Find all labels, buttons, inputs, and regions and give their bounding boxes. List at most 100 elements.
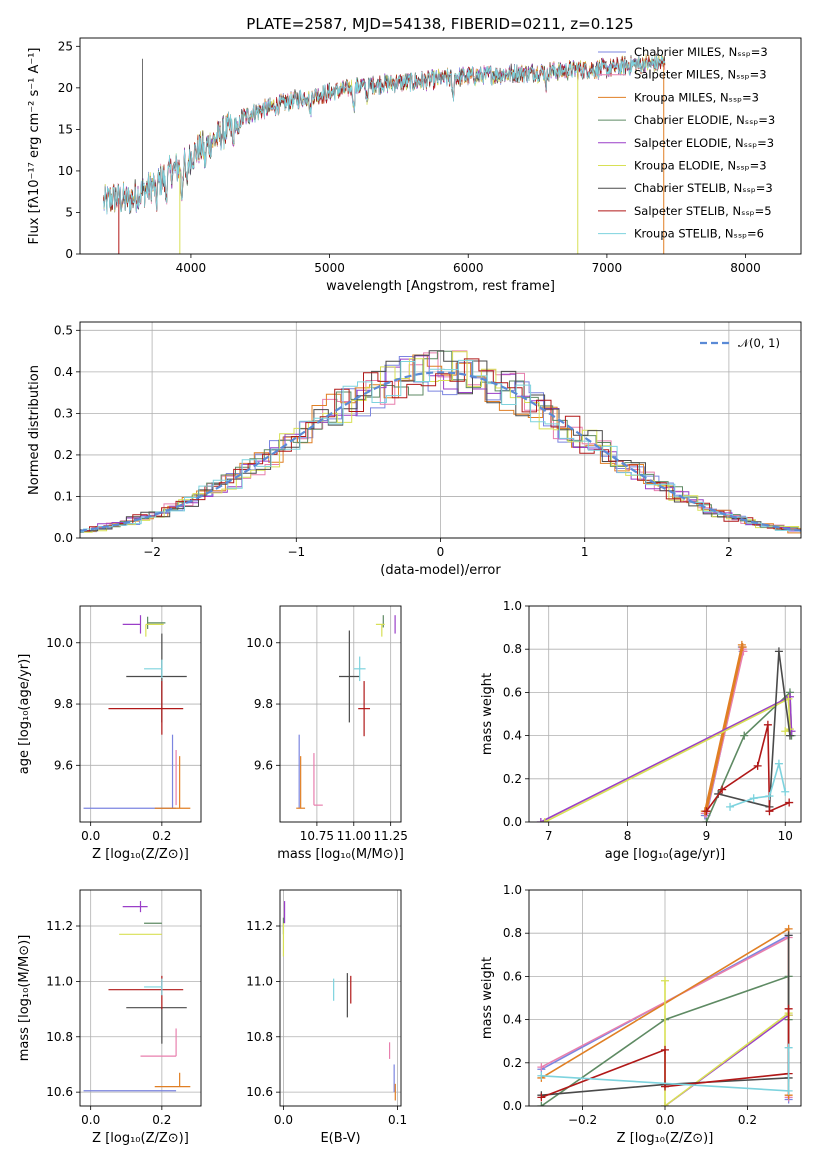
- legend-label: Chabrier MILES, Nₛₛₚ=3: [634, 45, 768, 59]
- y-tick-label: 0.6: [503, 969, 522, 983]
- y-tick-label: 15: [58, 122, 73, 136]
- x-tick-label: 9: [703, 829, 711, 843]
- y-tick-label: 10.0: [46, 636, 73, 650]
- y-axis-label: Normed distribution: [27, 365, 42, 495]
- weight-marker: [784, 1086, 793, 1095]
- legend-label: Salpeter ELODIE, Nₛₛₚ=3: [634, 136, 774, 150]
- weight-marker: [726, 802, 735, 811]
- weight-marker: [537, 1102, 546, 1106]
- weight-line: [544, 697, 791, 822]
- y-tick-label: 10: [58, 164, 73, 178]
- x-tick-label: 0.2: [152, 1113, 171, 1127]
- spectrum-line: [103, 53, 666, 214]
- x-tick-label: 11.00: [337, 829, 371, 843]
- age-vs-Z-marks: [83, 615, 191, 809]
- weight-marker: [536, 818, 545, 822]
- y-tick-label: 0.8: [503, 642, 522, 656]
- x-axis-label: (data-model)/error: [380, 563, 501, 578]
- y-tick-label: 10.6: [46, 1085, 73, 1099]
- weight-marker: [740, 731, 749, 740]
- x-axis-label: E(B-V): [320, 1131, 360, 1146]
- y-tick-label: 0.3: [54, 406, 73, 420]
- weight-marker: [702, 818, 711, 822]
- weight-marker: [763, 720, 772, 729]
- axes-frame: [79, 37, 802, 255]
- weight-marker: [702, 807, 711, 816]
- mass-weight-vs-age-marks: [536, 640, 796, 822]
- y-tick-label: 11.0: [46, 974, 73, 988]
- residuals-panel: −2 −1 0 1 2 0.0 0.1 0.2 0.3 0.4 0.5 (data-model)/er…: [27, 321, 802, 578]
- gaussian-curve: [80, 371, 801, 532]
- y-tick-label: 0.0: [503, 1099, 522, 1113]
- y-tick-label: 11.0: [246, 974, 273, 988]
- y-axis-label: mass weight: [480, 673, 495, 755]
- mass-vs-EBV-panel: 0.0 0.1 10.6 10.8 11.0 11.2 E(B-V): [246, 889, 407, 1146]
- legend-label: Chabrier ELODIE, Nₛₛₚ=3: [634, 113, 775, 127]
- axes-frame: [279, 605, 402, 823]
- weight-marker: [765, 807, 774, 816]
- y-tick-label: 9.8: [54, 697, 73, 711]
- y-tick-label: 0.4: [503, 729, 522, 743]
- y-axis-label: mass weight: [480, 957, 495, 1039]
- axes-frame: [279, 889, 402, 1107]
- mass-weight-vs-Z-panel: −0.2 0.0 0.2 0.0 0.2 0.4 0.6 0.8 1.0 Z [log₁₀(Z/Z…: [480, 883, 802, 1146]
- mass-weight-vs-Z-marks: [537, 924, 793, 1106]
- x-tick-label: 1: [581, 545, 589, 559]
- axes-frame: [79, 889, 202, 1107]
- histogram-step: [80, 350, 801, 533]
- y-axis-label: mass [log₁₀(M/M⊙)]: [17, 935, 32, 1062]
- weight-line: [718, 651, 791, 808]
- x-tick-label: 8000: [730, 261, 761, 275]
- weight-marker: [661, 976, 669, 985]
- y-tick-label: 5: [65, 205, 73, 219]
- weight-marker: [765, 792, 774, 801]
- x-tick-label: 2: [725, 545, 733, 559]
- x-tick-label: 10: [778, 829, 793, 843]
- y-tick-label: 0.2: [503, 1056, 522, 1070]
- spectrum-panel: 4000 5000 6000 7000 8000 0 5 10 15 20 25 wavelength…: [27, 37, 802, 294]
- x-axis-label: Z [log₁₀(Z/Z⊙)]: [92, 1131, 189, 1146]
- legend-label: Salpeter MILES, Nₛₛₚ=3: [634, 68, 767, 82]
- x-tick-label: 0.1: [388, 1113, 407, 1127]
- mass-weight-vs-age-panel: 7 8 9 10 0.0 0.2 0.4 0.6 0.8 1.0 age [log₁₀(age/yr…: [480, 599, 802, 862]
- residuals-marks: [80, 350, 801, 534]
- weight-marker: [537, 1093, 546, 1102]
- histogram-step: [80, 350, 801, 533]
- weight-marker: [661, 1102, 669, 1106]
- weight-line: [729, 763, 786, 808]
- y-tick-label: 1.0: [503, 599, 522, 613]
- y-tick-label: 10.6: [246, 1085, 273, 1099]
- weight-marker: [661, 1045, 669, 1054]
- spectrum-line: [103, 53, 666, 212]
- mass-vs-EBV-marks: [282, 901, 396, 1101]
- y-tick-label: 0.2: [503, 772, 522, 786]
- figure-title: PLATE=2587, MJD=54138, FIBERID=0211, z=0…: [246, 15, 633, 33]
- legend-label: Kroupa STELIB, Nₛₛₚ=6: [634, 227, 764, 241]
- y-tick-label: 0.4: [503, 1013, 522, 1027]
- age-vs-mass-panel: 10.75 11.00 11.25 9.6 9.8 10.0 mass [log₁₀(M/M…: [246, 605, 408, 862]
- x-axis-label: age [log₁₀(age/yr)]: [605, 847, 726, 862]
- weight-marker: [784, 1004, 793, 1013]
- x-axis-label: mass [log₁₀(M/M⊙)]: [277, 847, 404, 862]
- x-tick-label: 6000: [453, 261, 484, 275]
- legend-label: Kroupa ELODIE, Nₛₛₚ=3: [634, 159, 767, 173]
- legend-label: Salpeter STELIB, Nₛₛₚ=5: [634, 204, 772, 218]
- x-tick-label: 0.2: [738, 1113, 757, 1127]
- weight-marker: [749, 794, 758, 803]
- x-axis-label: Z [log₁₀(Z/Z⊙)]: [617, 1131, 714, 1146]
- weight-marker: [781, 787, 790, 796]
- x-tick-label: 7: [545, 829, 553, 843]
- y-tick-label: 10.0: [246, 636, 273, 650]
- y-tick-label: 0.5: [54, 323, 73, 337]
- y-tick-label: 0: [65, 247, 73, 261]
- axes-frame: [79, 321, 802, 539]
- x-tick-label: 0.0: [655, 1113, 674, 1127]
- x-tick-label: 0.0: [274, 1113, 293, 1127]
- y-tick-label: 0.0: [54, 531, 73, 545]
- y-tick-label: 0.1: [54, 489, 73, 503]
- weight-line: [704, 642, 744, 812]
- y-tick-label: 9.6: [54, 758, 73, 772]
- x-tick-label: 7000: [592, 261, 623, 275]
- y-tick-label: 9.6: [254, 758, 273, 772]
